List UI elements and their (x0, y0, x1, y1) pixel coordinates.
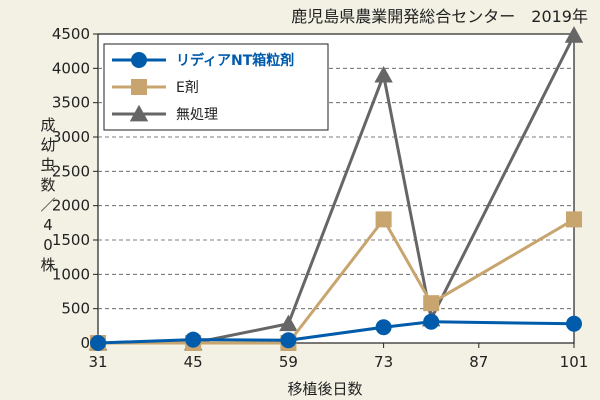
x-tick-label: 101 (560, 353, 589, 371)
legend-label: E剤 (176, 80, 199, 96)
data-point (90, 335, 106, 351)
y-axis: 0 500 1000 1500 2000 2500 3000 3500 4000 4500 (52, 25, 98, 352)
y-tick-label: 3500 (52, 94, 90, 112)
data-point (131, 79, 147, 95)
legend-label: リディアNT箱粒剤 (176, 52, 294, 69)
data-point (423, 295, 440, 312)
x-tick-label: 31 (88, 353, 107, 371)
y-tick-label: 1000 (52, 265, 90, 283)
x-tick-label: 87 (469, 353, 488, 371)
series-line (97, 320, 575, 345)
plot-area: 0 500 1000 1500 2000 2500 3000 3500 4000 4500 31 4… (52, 25, 589, 371)
x-axis-label: 移植後日数 (287, 380, 362, 398)
x-tick-label: 45 (184, 353, 203, 371)
data-point (185, 331, 202, 348)
x-tick-label: 73 (374, 353, 393, 371)
x-axis: 31 45 59 73 87 101 (88, 343, 588, 371)
x-tick-label: 59 (279, 353, 298, 371)
data-point (374, 66, 393, 83)
y-axis-label-char: 幼 (40, 136, 55, 154)
y-tick-label: 3000 (52, 128, 90, 146)
data-point (129, 104, 149, 122)
legend-item: リディアNT箱粒剤 (112, 52, 294, 69)
data-point (131, 52, 147, 68)
data-point (375, 211, 392, 228)
y-axis-label-char: 0 (43, 236, 53, 254)
data-point (423, 313, 440, 330)
y-axis-label-char: 虫 (40, 156, 55, 174)
legend-label: 無処理 (176, 107, 218, 123)
y-axis-label-char: 株 (40, 256, 55, 274)
y-tick-label: 0 (80, 334, 90, 352)
y-axis-label-char: 数 (40, 176, 55, 194)
data-point (566, 211, 582, 228)
y-tick-label: 4500 (52, 25, 90, 43)
chart-title: 鹿児島県農業開発総合センター 2019年 (291, 7, 588, 26)
y-tick-label: 2500 (52, 162, 90, 180)
data-point (279, 314, 298, 332)
y-tick-label: 2000 (52, 197, 90, 215)
y-tick-label: 4000 (52, 59, 90, 77)
data-point (564, 26, 584, 43)
data-point (566, 315, 582, 332)
y-tick-label: 1500 (52, 231, 90, 249)
y-axis-label-char: 4 (43, 216, 53, 234)
series-line (98, 217, 575, 345)
data-point (375, 319, 392, 336)
grid-lines (98, 67, 574, 310)
y-axis-label-char: ／ (40, 196, 55, 214)
legend-item: E剤 (112, 79, 199, 96)
y-tick-label: 500 (61, 300, 90, 318)
series-layer (88, 26, 584, 351)
legend-item: 無処理 (112, 104, 218, 123)
y-axis-label-char: 成 (40, 116, 55, 134)
series-circle (90, 313, 582, 351)
data-point (280, 332, 297, 349)
